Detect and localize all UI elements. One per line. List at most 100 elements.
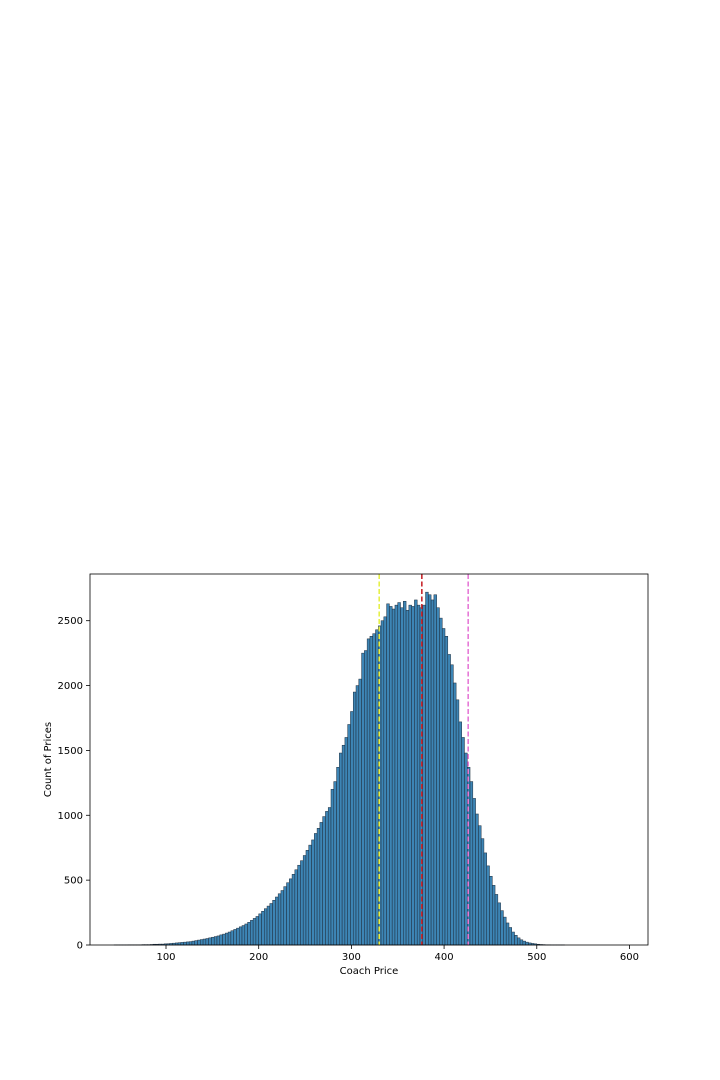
histogram-bar xyxy=(369,636,373,946)
histogram-bar xyxy=(361,652,365,946)
histogram-bar xyxy=(483,852,487,946)
histogram-bar xyxy=(455,699,460,946)
histogram-bar xyxy=(366,638,371,946)
histogram-bar xyxy=(205,938,209,946)
histogram-bar xyxy=(383,616,387,946)
histogram-bar xyxy=(194,940,198,946)
plot-frame xyxy=(89,573,649,946)
histogram-bar xyxy=(475,813,479,946)
histogram-bar xyxy=(316,828,321,946)
histogram-bar xyxy=(497,902,501,946)
histogram-bar xyxy=(350,711,354,946)
histogram-bar xyxy=(255,916,259,946)
histogram-bar xyxy=(503,916,507,946)
histogram-bar xyxy=(492,885,496,946)
histogram-bar xyxy=(188,941,193,946)
histogram-bar xyxy=(428,594,432,946)
histogram-bar xyxy=(508,927,512,946)
histogram-bar xyxy=(319,822,323,946)
histogram-bar xyxy=(197,939,201,946)
histogram-bar xyxy=(227,931,232,946)
histogram-bar xyxy=(294,869,298,946)
histogram-bar xyxy=(444,636,449,946)
histogram-bar xyxy=(216,935,221,946)
histogram-bar xyxy=(472,798,476,946)
histogram-bar xyxy=(333,781,337,946)
histogram-bar xyxy=(305,850,310,946)
histogram-bar xyxy=(250,920,254,946)
histogram-bar xyxy=(339,752,343,946)
y-tick-label: 1000 xyxy=(58,811,83,822)
x-tick-label: 500 xyxy=(527,952,546,963)
histogram-bar xyxy=(464,752,468,946)
histogram-bar xyxy=(386,603,390,946)
histogram-bar xyxy=(347,724,351,946)
y-tick-label: 500 xyxy=(64,876,83,887)
histogram-bar xyxy=(302,855,307,946)
y-tick-label: 2500 xyxy=(58,616,83,627)
histogram-bar xyxy=(480,838,485,946)
histogram-bar xyxy=(314,833,318,946)
histogram-bar xyxy=(375,629,379,946)
histogram-bar xyxy=(505,922,510,946)
histogram-bar xyxy=(208,937,212,946)
histogram-bar xyxy=(236,927,240,946)
histogram-bar xyxy=(433,594,437,946)
histogram-bar xyxy=(405,610,410,946)
histogram-bar xyxy=(469,781,474,946)
histogram-bar xyxy=(300,860,304,946)
histogram-bar xyxy=(222,933,226,946)
histogram-bar xyxy=(447,654,451,946)
histogram-bar xyxy=(297,864,301,946)
histogram-bar xyxy=(264,908,268,946)
histogram-bar xyxy=(272,899,276,946)
histogram-bar xyxy=(397,602,401,946)
histogram-bar xyxy=(291,874,296,946)
histogram-bar xyxy=(280,890,284,946)
histogram-bar xyxy=(336,767,340,946)
histogram-bar xyxy=(400,607,404,946)
histogram-bar xyxy=(439,617,443,946)
histogram-bar xyxy=(286,882,290,946)
histogram-bar xyxy=(478,825,482,946)
histogram-bar xyxy=(311,839,315,946)
y-axis-label: Count of Prices xyxy=(43,722,54,797)
histogram-bar xyxy=(330,789,335,946)
histogram-bar xyxy=(525,941,529,946)
histogram-bar xyxy=(408,604,412,946)
histogram-bar xyxy=(186,941,190,946)
histogram-bar xyxy=(425,591,429,946)
histogram-bar xyxy=(238,926,243,946)
histogram-bar xyxy=(344,737,348,946)
histogram-bar xyxy=(352,691,357,946)
histogram-bar xyxy=(322,816,326,946)
histogram-bar xyxy=(225,932,229,946)
histogram-bar xyxy=(389,606,393,946)
histogram-bar xyxy=(500,910,504,946)
x-tick-label: 400 xyxy=(435,952,454,963)
histogram-bar xyxy=(511,931,515,946)
histogram-bar xyxy=(494,894,499,946)
histogram-bar xyxy=(202,938,207,946)
x-tick-label: 600 xyxy=(620,952,639,963)
histogram-bar xyxy=(461,737,465,946)
histogram-bar xyxy=(266,905,271,946)
histogram-bar xyxy=(436,607,440,946)
histogram-bar xyxy=(522,940,526,946)
histogram-bar xyxy=(441,628,446,946)
x-tick-label: 200 xyxy=(249,952,268,963)
x-axis-label: Coach Price xyxy=(340,966,399,977)
histogram-bar xyxy=(394,604,398,946)
histogram-bar xyxy=(453,682,457,946)
histogram-bar xyxy=(183,941,187,946)
histogram-bar xyxy=(191,940,195,946)
x-tick-label: 100 xyxy=(156,952,175,963)
histogram-bar xyxy=(230,930,234,946)
histogram-bar xyxy=(325,811,329,946)
y-tick-label: 1500 xyxy=(58,746,83,757)
histogram-bar xyxy=(411,606,415,946)
histogram-bar xyxy=(219,934,223,946)
x-tick-label: 300 xyxy=(342,952,361,963)
histogram-bar xyxy=(391,608,396,946)
